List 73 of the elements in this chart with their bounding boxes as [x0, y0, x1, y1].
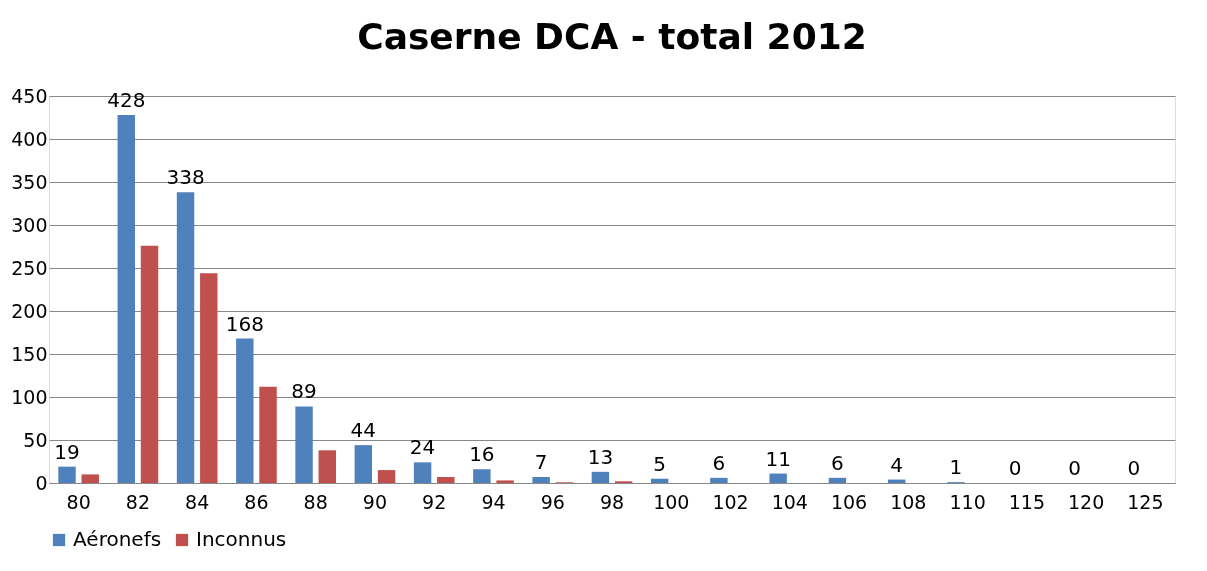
y-tick-label: 250: [11, 256, 48, 279]
y-tick-label: 450: [11, 84, 48, 107]
data-label: 0: [1068, 456, 1081, 480]
legend-label: Inconnus: [196, 527, 287, 551]
x-tick-label: 92: [422, 490, 447, 513]
bar: [591, 471, 610, 483]
bar: [650, 478, 669, 483]
x-tick-label: 98: [599, 490, 625, 513]
bar: [769, 473, 787, 483]
data-label: 13: [587, 444, 614, 469]
legend-label: Aéronefs: [73, 527, 162, 551]
bar: [295, 406, 313, 483]
data-label: 44: [350, 418, 377, 443]
bar: [532, 476, 550, 483]
bar: [710, 477, 728, 483]
x-tick-label: 106: [830, 490, 868, 513]
x-tick-label: 115: [1008, 490, 1045, 513]
bar: [496, 480, 514, 483]
y-tick-label: 50: [23, 428, 48, 451]
bar: [413, 462, 432, 483]
y-tick-label: 350: [11, 170, 48, 193]
data-label: 6: [712, 450, 726, 475]
x-tick-label: 80: [66, 490, 91, 513]
y-tick-label: 100: [11, 385, 48, 408]
data-label: 24: [409, 435, 436, 460]
bar: [473, 469, 491, 483]
data-label: 19: [54, 439, 80, 464]
x-tick-label: 100: [653, 490, 690, 513]
x-tick-label: 82: [125, 490, 150, 513]
bar: [117, 114, 135, 483]
bar: [140, 245, 159, 483]
data-label: 11: [765, 446, 791, 471]
x-tick-label: 90: [362, 490, 388, 513]
x-tick-label: 84: [185, 490, 210, 513]
x-tick-label: 108: [890, 490, 927, 513]
y-tick-label: 400: [11, 127, 48, 150]
x-tick-label: 125: [1127, 490, 1164, 513]
y-tick-label: 150: [11, 342, 48, 365]
bar: [259, 386, 277, 483]
x-tick-label: 110: [949, 490, 986, 513]
data-label: 89: [291, 379, 317, 404]
bar: [200, 273, 218, 483]
data-label: 338: [166, 165, 205, 190]
y-tick-label: 0: [35, 471, 48, 494]
y-tick-label: 300: [11, 213, 48, 236]
bar: [377, 470, 396, 483]
bar: [236, 338, 254, 483]
bar: [437, 476, 455, 483]
x-tick-label: 120: [1067, 490, 1105, 513]
bar: [318, 450, 337, 483]
x-tick-label: 96: [540, 490, 565, 513]
bar: [828, 477, 847, 483]
data-label: 1: [949, 455, 963, 480]
data-label: 0: [1127, 456, 1141, 480]
data-label: 5: [653, 451, 667, 476]
x-tick-label: 104: [771, 490, 808, 513]
data-label: 168: [225, 311, 264, 336]
data-label: 0: [1008, 456, 1022, 480]
chart-title: Caserne DCA - total 2012: [357, 16, 867, 57]
x-tick-label: 102: [712, 490, 749, 513]
bar: [354, 445, 373, 483]
bar: [58, 466, 76, 483]
data-label: 4: [890, 452, 904, 477]
bar: [81, 474, 99, 483]
x-tick-label: 94: [481, 490, 506, 513]
data-label: 6: [831, 450, 844, 475]
data-label: 7: [534, 449, 548, 474]
y-tick-label: 200: [11, 299, 48, 322]
data-label: 16: [469, 442, 495, 467]
bar: [176, 192, 195, 483]
x-tick-label: 88: [303, 490, 328, 513]
x-tick-label: 86: [244, 490, 269, 513]
data-label: 428: [107, 87, 146, 112]
